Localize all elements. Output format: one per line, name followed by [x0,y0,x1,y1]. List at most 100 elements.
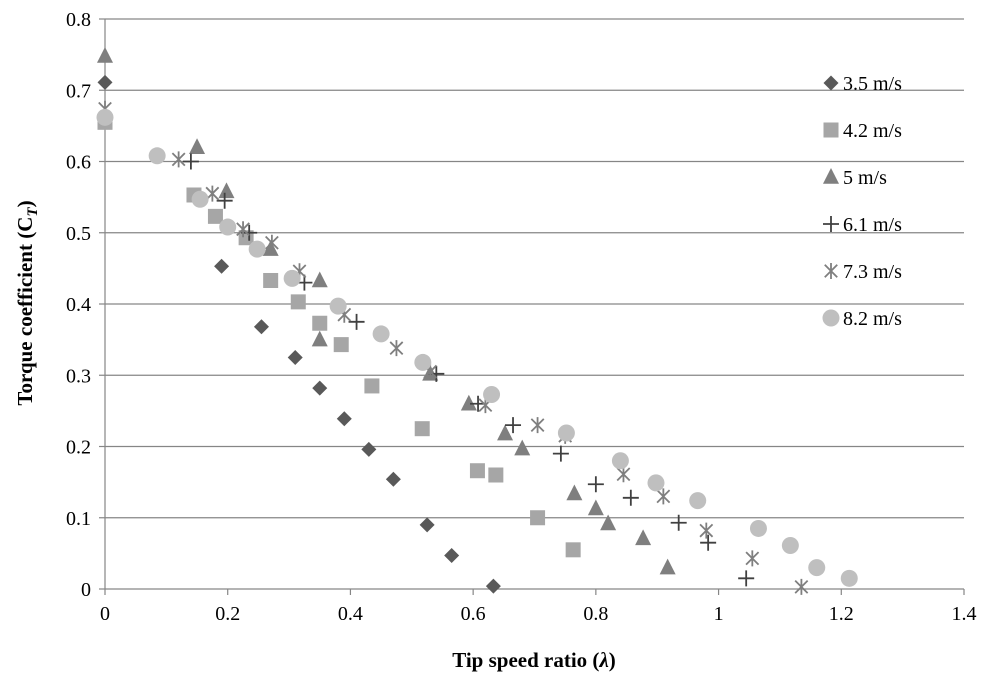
data-point-series-1 [97,74,113,90]
data-point-series-6 [689,492,707,510]
data-point-series-5 [236,221,250,238]
x-tick-label: 1.4 [952,603,977,625]
data-point-series-3 [262,240,279,256]
data-point-series-5 [171,151,186,168]
data-point-series-3 [460,394,477,411]
data-point-series-1 [485,578,501,594]
data-point-series-5 [530,417,545,434]
data-point-series-5 [389,340,404,357]
data-point-series-4 [216,192,233,209]
data-point-series-3 [659,558,676,575]
data-point-series-6 [148,147,166,165]
data-point-series-6 [749,519,767,537]
y-tick-label: 0.6 [66,152,91,174]
gridlines [105,18,964,519]
data-point-series-6 [248,240,266,258]
legend-label-series-6: 8.2 m/s [843,308,902,330]
x-tick-label: 0.2 [215,603,240,625]
data-point-series-2 [565,542,581,558]
data-point-series-1 [444,548,460,564]
data-point-series-2 [530,510,546,526]
data-point-series-2 [414,421,430,437]
y-axis-title: Torque coefficient (CT) [13,200,41,405]
data-point-series-3 [514,439,531,456]
data-point-series-6 [808,559,826,577]
legend-label-series-4: 6.1 m/s [843,214,902,236]
data-point-series-2 [333,337,349,353]
legend-marker-series-3 [823,168,839,184]
data-point-series-4 [622,489,639,506]
data-point-series-4 [182,153,199,170]
data-point-series-2 [488,467,504,483]
data-point-series-6 [372,325,390,343]
data-point-series-2 [364,378,380,394]
data-point-series-2 [290,294,306,310]
x-axis-title-text: Tip speed ratio ( [452,648,599,672]
legend-label-series-1: 3.5 m/s [843,73,902,95]
x-tick-label: 0 [100,603,110,625]
data-point-series-3 [635,529,652,546]
legend-marker-series-2 [823,122,839,138]
data-point-series-1 [419,517,435,533]
data-point-series-6 [647,474,665,492]
data-point-series-6 [329,297,347,315]
data-point-series-6 [191,190,209,208]
legend-marker-series-5 [824,263,838,279]
data-point-series-3 [311,271,328,288]
data-point-series-2 [207,208,223,224]
data-point-series-2 [469,463,485,479]
data-point-series-6 [781,537,799,555]
data-point-series-3 [566,484,583,501]
legend: 3.5 m/s 4.2 m/s 5 m/s 6.1 m/s 7.3 m/s 8.2 m/s [822,73,902,330]
y-tick-label: 0.3 [66,365,91,387]
y-axis-title-close: ) [13,200,37,207]
data-point-series-4 [348,313,365,330]
data-point-series-3 [189,138,206,154]
axes [99,18,965,595]
data-point-series-3 [218,182,235,199]
data-point-series-6 [219,218,237,236]
data-point-series-1 [312,380,328,396]
y-tick-label: 0.2 [66,437,91,459]
y-tick-label: 0.4 [66,294,91,316]
data-point-series-4 [700,534,717,551]
legend-label-series-5: 7.3 m/s [843,261,902,283]
data-point-series-6 [414,353,432,371]
data-point-series-1 [385,471,401,487]
data-point-series-3 [600,514,617,531]
data-point-series-5 [794,578,809,595]
data-point-series-6 [483,385,501,403]
data-point-series-1 [287,349,303,365]
data-point-series-4 [738,570,755,587]
x-tick-label: 1 [714,603,724,625]
data-point-series-3 [97,47,113,63]
data-point-series-5 [656,488,671,505]
data-point-series-6 [96,108,114,126]
data-point-series-1 [336,411,352,427]
x-axis-title-symbol: λ [598,648,608,672]
legend-marker-series-1 [823,75,839,91]
legend-label-series-2: 4.2 m/s [843,120,902,142]
legend-marker-series-6 [822,309,840,327]
data-point-series-5 [745,550,760,567]
data-point-series-6 [283,269,301,287]
y-tick-label: 0.5 [66,223,91,245]
data-point-series-4 [505,417,522,434]
data-point-series-3 [311,330,328,347]
y-tick-label: 0.8 [66,9,91,31]
x-tick-label: 0.8 [583,603,608,625]
data-point-series-2 [263,272,279,288]
data-point-series-6 [611,452,629,470]
legend-marker-series-4 [823,216,839,232]
y-axis-title-text: Torque coefficient (C [13,217,37,406]
data-point-series-4 [552,445,569,462]
x-tick-label: 1.2 [829,603,854,625]
data-point-series-5 [699,522,714,539]
y-axis-title-subscript: T [25,207,41,217]
data-point-series-1 [253,319,269,335]
data-point-series-1 [214,258,230,274]
data-point-series-5 [616,466,631,483]
y-tick-label: 0 [81,579,91,601]
